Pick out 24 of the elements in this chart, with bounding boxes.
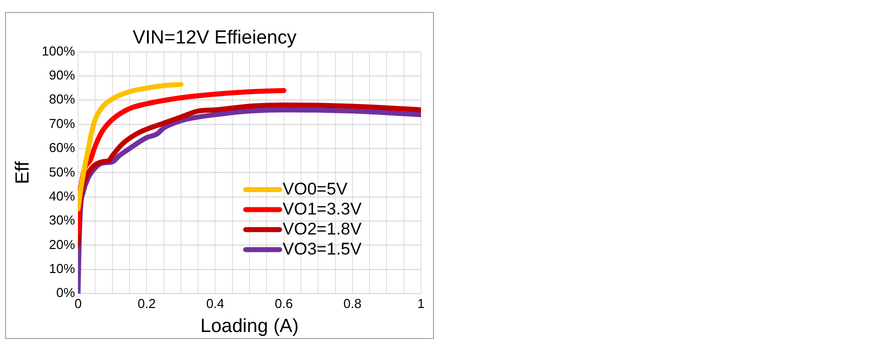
- x-tick-label: 0.2: [138, 296, 156, 311]
- legend-label: VO1=3.3V: [282, 199, 362, 218]
- y-tick-label: 10%: [49, 261, 76, 276]
- y-tick-label: 20%: [49, 236, 76, 252]
- x-tick-label: 1: [417, 296, 425, 311]
- y-tick-label: 70%: [49, 116, 76, 131]
- x-tick-label: 0.4: [206, 296, 224, 311]
- legend-label: VO2=1.8V: [282, 219, 362, 238]
- legend-label: VO3=1.5V: [282, 239, 362, 258]
- chart-title: VIN=12V Effieiency: [132, 28, 297, 49]
- legend-label: VO0=5V: [282, 179, 348, 198]
- y-tick-label: 60%: [49, 140, 76, 156]
- y-tick-label: 50%: [49, 164, 76, 180]
- x-tick-label: 0: [74, 296, 82, 311]
- x-tick-label: 0.8: [343, 296, 362, 311]
- y-axis-title: Eff: [12, 160, 34, 184]
- y-tick-label: 90%: [49, 68, 76, 83]
- y-tick-label: 30%: [49, 212, 76, 228]
- y-tick-label: 0%: [56, 285, 76, 300]
- y-tick-label: 100%: [42, 43, 76, 58]
- y-tick-label: 40%: [49, 188, 76, 204]
- x-axis-title: Loading (A): [200, 316, 299, 337]
- x-tick-label: 0.6: [274, 296, 293, 311]
- y-tick-label: 80%: [49, 92, 76, 107]
